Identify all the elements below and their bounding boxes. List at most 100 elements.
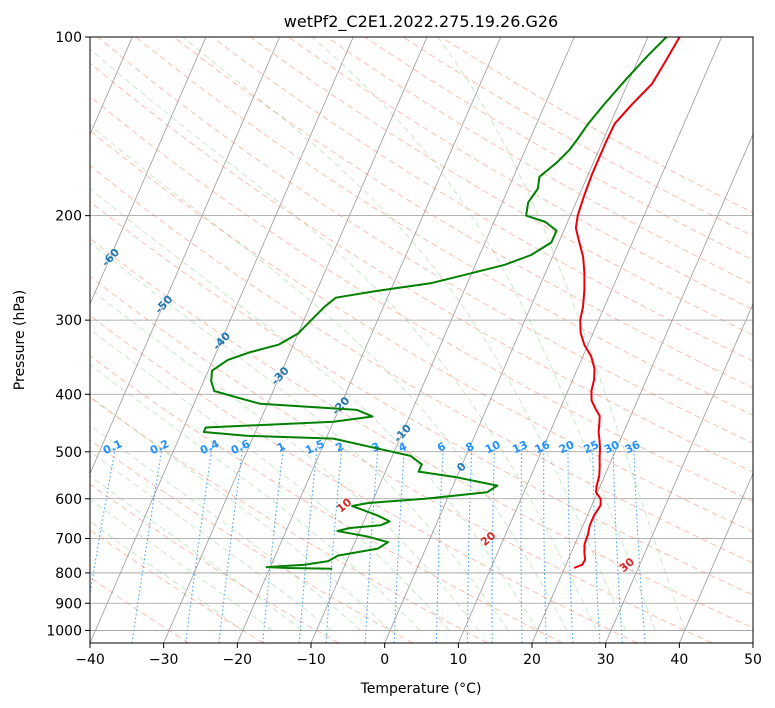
x-tick-label: −10 (296, 652, 326, 668)
moist-adiabat-line (90, 424, 361, 631)
mixing-ratio-label: 13 (510, 438, 529, 456)
mixing-ratio-line (185, 446, 213, 643)
mixing-ratio-label: 16 (533, 438, 553, 456)
mixing-ratio-label: 25 (582, 438, 601, 456)
temperature-line (573, 37, 681, 569)
y-tick-label: 200 (55, 209, 82, 225)
mixing-ratio-line (262, 446, 284, 643)
dry-adiabat-line (90, 275, 712, 643)
moist-adiabats (90, 37, 686, 631)
x-axis-label: Temperature (°C) (360, 681, 482, 697)
dry-adiabat-line (90, 238, 753, 629)
y-tick-label: 300 (55, 313, 82, 329)
moist-adiabat-line (311, 37, 656, 631)
profile-lines (202, 37, 681, 570)
isotherm-line (605, 302, 753, 643)
isotherm-line (90, 37, 354, 643)
mixing-ratio-label: 36 (623, 438, 643, 456)
x-tick-label: −30 (149, 652, 179, 668)
isotherm-line (457, 37, 722, 643)
mixing-ratio-line (298, 446, 318, 643)
plot-frame (89, 36, 754, 644)
mixing-ratio-line (592, 446, 601, 643)
isotherm-line (90, 37, 280, 475)
mixing-ratio-labels: 0.1 0.2 0.4 0.6 1 1.5 2 3 4 6 8 10 13 16 20 25 30 36 (101, 437, 643, 457)
mixing-ratio-line (520, 446, 523, 643)
y-tick-label: 800 (55, 566, 82, 582)
y-tick-label: 100 (55, 30, 82, 46)
y-tick-label: 700 (55, 532, 82, 548)
dry-adiabat-line (90, 483, 339, 643)
dry-adiabat-line (173, 37, 753, 389)
dry-adiabat-line (135, 37, 753, 416)
y-tick-label: 400 (55, 387, 82, 403)
isotherm-line (384, 37, 649, 643)
isotherm-line (310, 37, 575, 643)
mixing-ratio-line (218, 446, 244, 643)
chart-title: wetPf2_C2E1.2022.275.19.26.G26 (284, 12, 558, 32)
moist-adiabat-line (90, 124, 568, 631)
mixing-ratio-line (364, 446, 379, 643)
dry-adiabat-line (90, 165, 753, 564)
dry-adiabats (90, 37, 753, 643)
mixing-ratio-line (612, 446, 623, 643)
moist-adiabat-line (90, 498, 273, 631)
x-tick-label: 40 (670, 652, 688, 668)
x-tick-label: −20 (223, 652, 253, 668)
dry-adiabat-line (211, 37, 753, 362)
mixing-ratio-line (131, 446, 163, 643)
mixing-ratio-label: 30 (602, 438, 622, 456)
mixing-ratio-line (90, 446, 116, 597)
isotherm-line (163, 37, 428, 643)
dry-adiabat-line (90, 314, 638, 643)
y-axis-label: Pressure (hPa) (12, 290, 28, 390)
moist-adiabat-line (437, 37, 686, 631)
x-tick-label: 0 (380, 652, 389, 668)
isotherm-line (236, 37, 501, 643)
moist-adiabat-line (90, 48, 597, 631)
y-tick-label: 500 (55, 445, 82, 461)
mixing-ratio-lines (90, 446, 646, 643)
moist-adiabat-line (90, 328, 450, 631)
mixing-ratio-line (325, 446, 343, 643)
dry-adiabat-line (90, 129, 753, 533)
dry-adiabat-line (326, 37, 753, 286)
skewed-isotherms (90, 37, 753, 643)
x-tick-label: 30 (597, 652, 615, 668)
mixing-ratio-line (467, 446, 473, 643)
y-tick-label: 600 (55, 492, 82, 508)
y-axis: 100 200 300 400 500 600 700 800 900 1000 (46, 30, 90, 639)
moist-adiabat-line (90, 520, 244, 631)
mixing-ratio-line (567, 446, 574, 643)
mixing-ratio-line (491, 446, 495, 643)
mixing-ratio-label: 10 (483, 438, 503, 456)
isotherm-line (531, 133, 753, 643)
plot-area: -100-90-80-70-60-50-40-30-20-100 1020304… (90, 37, 753, 643)
y-tick-label: 900 (55, 596, 82, 612)
mixing-ratio-line (633, 446, 646, 643)
moist-adiabat-line (90, 242, 509, 631)
x-tick-label: 10 (449, 652, 467, 668)
y-tick-label: 1000 (46, 623, 82, 639)
moist-adiabat-line (182, 37, 627, 631)
dry-adiabat-line (90, 439, 414, 643)
isotherm-line (678, 472, 753, 643)
dry-adiabat-line (90, 95, 753, 503)
mixing-ratio-line (543, 446, 547, 643)
mixing-ratio-label: 20 (557, 438, 577, 456)
dry-adiabat-line (90, 355, 563, 643)
x-tick-label: −40 (75, 652, 105, 668)
moist-adiabat-line (90, 395, 391, 631)
x-tick-label: 50 (744, 652, 762, 668)
dry-adiabat-line (90, 62, 753, 473)
isotherm-line (90, 37, 207, 305)
x-tick-label: 20 (523, 652, 541, 668)
x-axis: −40 −30 −20 −10 0 10 20 30 40 50 (75, 643, 762, 668)
dry-adiabat-line (90, 201, 753, 596)
mixing-ratio-line (435, 446, 444, 643)
dry-adiabat-line (288, 37, 753, 310)
dewpoint-line (202, 37, 668, 570)
moist-adiabat-line (90, 288, 479, 631)
